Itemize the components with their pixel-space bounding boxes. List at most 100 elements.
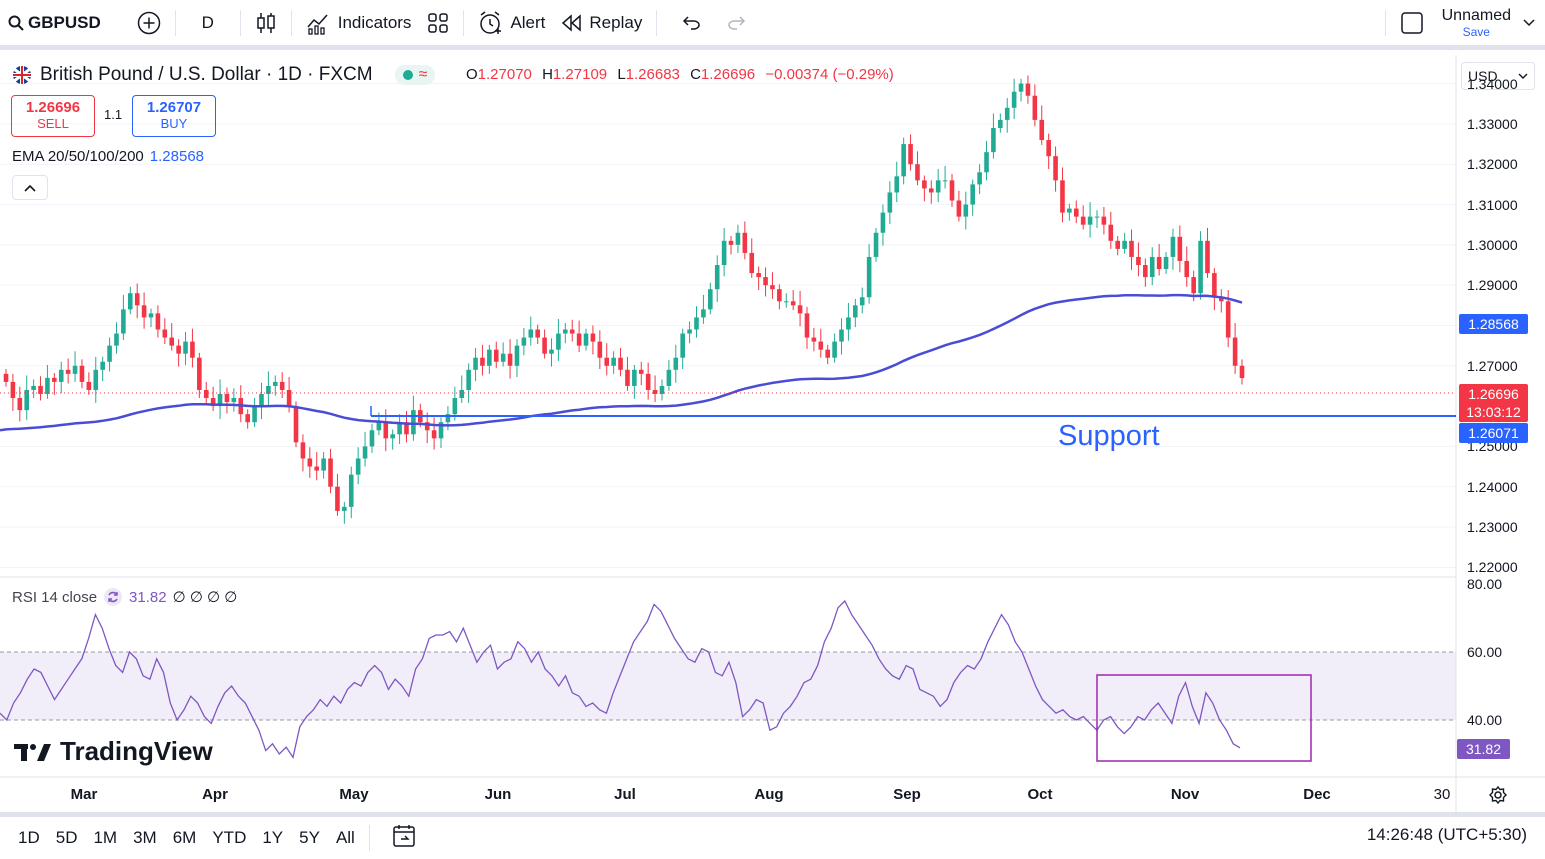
undo-button[interactable] [671, 0, 709, 48]
candle-body [708, 289, 713, 310]
rsi-highlight-box[interactable] [1096, 674, 1312, 762]
layout-checkbox[interactable] [1400, 0, 1424, 48]
chevron-down-icon [1523, 18, 1535, 26]
candle-body [625, 369, 630, 386]
rsi-label: RSI 14 close [12, 588, 98, 606]
candle-body [549, 349, 554, 354]
candle-body [1025, 83, 1031, 96]
candle [1218, 289, 1224, 313]
candle [376, 412, 382, 436]
templates-button[interactable] [419, 0, 457, 48]
layout-save: Save [1462, 24, 1490, 39]
candle [1232, 323, 1238, 374]
interval-button[interactable]: D [182, 0, 234, 48]
candle-body [922, 180, 927, 189]
toolbar-divider [290, 9, 292, 36]
candle-body [376, 422, 382, 431]
candle-body [873, 232, 879, 257]
candle-body [908, 144, 913, 165]
candle [756, 266, 761, 291]
candle [1184, 246, 1190, 287]
candle [286, 377, 292, 413]
candle [438, 417, 444, 449]
candle-body [901, 144, 906, 177]
range-button-5y[interactable]: 5Y [299, 828, 320, 847]
candle [1191, 270, 1196, 302]
sell-button[interactable]: 1.26696 SELL [11, 95, 95, 137]
candle-body [190, 341, 195, 358]
range-button-1y[interactable]: 1Y [262, 828, 284, 847]
range-button-3m[interactable]: 3M [133, 828, 157, 847]
candle-body [1149, 256, 1155, 278]
support-annotation[interactable]: Support [1058, 420, 1160, 452]
rsi-legend[interactable]: RSI 14 close 31.82 ∅ ∅ ∅ ∅ [12, 587, 237, 607]
candle [625, 356, 630, 391]
candle [963, 191, 969, 230]
range-button-5d[interactable]: 5D [55, 828, 78, 847]
candle [859, 287, 865, 314]
candle [977, 164, 982, 195]
redo-button[interactable] [719, 0, 757, 48]
candle-body [176, 345, 181, 354]
candle-body [1163, 256, 1169, 270]
ema-line [0, 293, 1243, 432]
candle [922, 175, 927, 202]
candle [949, 173, 955, 207]
candle [459, 375, 465, 403]
support-price-tag: 1.26071 [1459, 423, 1528, 443]
candle-body [24, 389, 30, 411]
buy-button[interactable]: 1.26707 BUY [132, 95, 216, 137]
candle-body [597, 341, 603, 358]
settings-button[interactable] [1488, 785, 1508, 810]
price-tick: 1.24000 [1467, 478, 1518, 495]
range-button-ytd[interactable]: YTD [212, 828, 247, 847]
currency-select[interactable]: USD [1461, 62, 1535, 90]
candle-body [487, 349, 492, 366]
indicators-button[interactable]: Indicators [298, 0, 420, 48]
candle-body [10, 381, 16, 399]
time-tick: Mar [70, 786, 98, 803]
candle [811, 327, 817, 352]
candle-body [1073, 208, 1079, 217]
spread-value: 1.1 [104, 107, 123, 122]
candle-body [424, 422, 430, 431]
symbol-search[interactable]: GBPUSD [0, 0, 109, 48]
candle [100, 356, 105, 382]
candle [790, 290, 796, 311]
candle [887, 181, 893, 224]
range-button-6m[interactable]: 6M [172, 828, 197, 847]
layout-name-button[interactable]: Unnamed Save [1442, 7, 1511, 39]
candle-body [300, 442, 306, 459]
chart-type-button[interactable] [247, 0, 285, 48]
candle [348, 466, 354, 519]
candle-body [272, 381, 278, 386]
clock[interactable]: 14:26:48 (UTC+5:30) [1366, 825, 1527, 844]
candle-body [245, 414, 250, 423]
range-button-1d[interactable]: 1D [18, 828, 40, 847]
goto-date-button[interactable] [392, 824, 418, 853]
replay-button[interactable]: Replay [553, 0, 650, 48]
candle [1073, 200, 1079, 224]
ema-legend[interactable]: EMA 20/50/100/200 1.28568 [12, 148, 204, 165]
compare-button[interactable] [129, 0, 169, 48]
collapse-legend-button[interactable] [12, 175, 48, 200]
layout-dropdown[interactable] [1519, 0, 1545, 48]
candle-body [790, 301, 796, 306]
range-button-all[interactable]: All [335, 828, 355, 847]
range-button-1m[interactable]: 1M [93, 828, 118, 847]
candle [266, 371, 271, 406]
time-tick: Jul [614, 786, 636, 803]
candle [984, 140, 989, 181]
market-status-badge[interactable]: ≈ [394, 65, 436, 85]
candle [749, 238, 755, 278]
buy-price: 1.26707 [146, 99, 202, 116]
candle [1032, 84, 1038, 127]
candle-body [1011, 91, 1017, 108]
candle-body [866, 256, 872, 298]
alert-button[interactable]: Alert [470, 0, 553, 48]
candle-body [93, 369, 99, 390]
tradingview-logo[interactable]: TradingView [14, 736, 213, 767]
candle-body [611, 357, 616, 366]
price-tick: 1.30000 [1467, 236, 1518, 253]
